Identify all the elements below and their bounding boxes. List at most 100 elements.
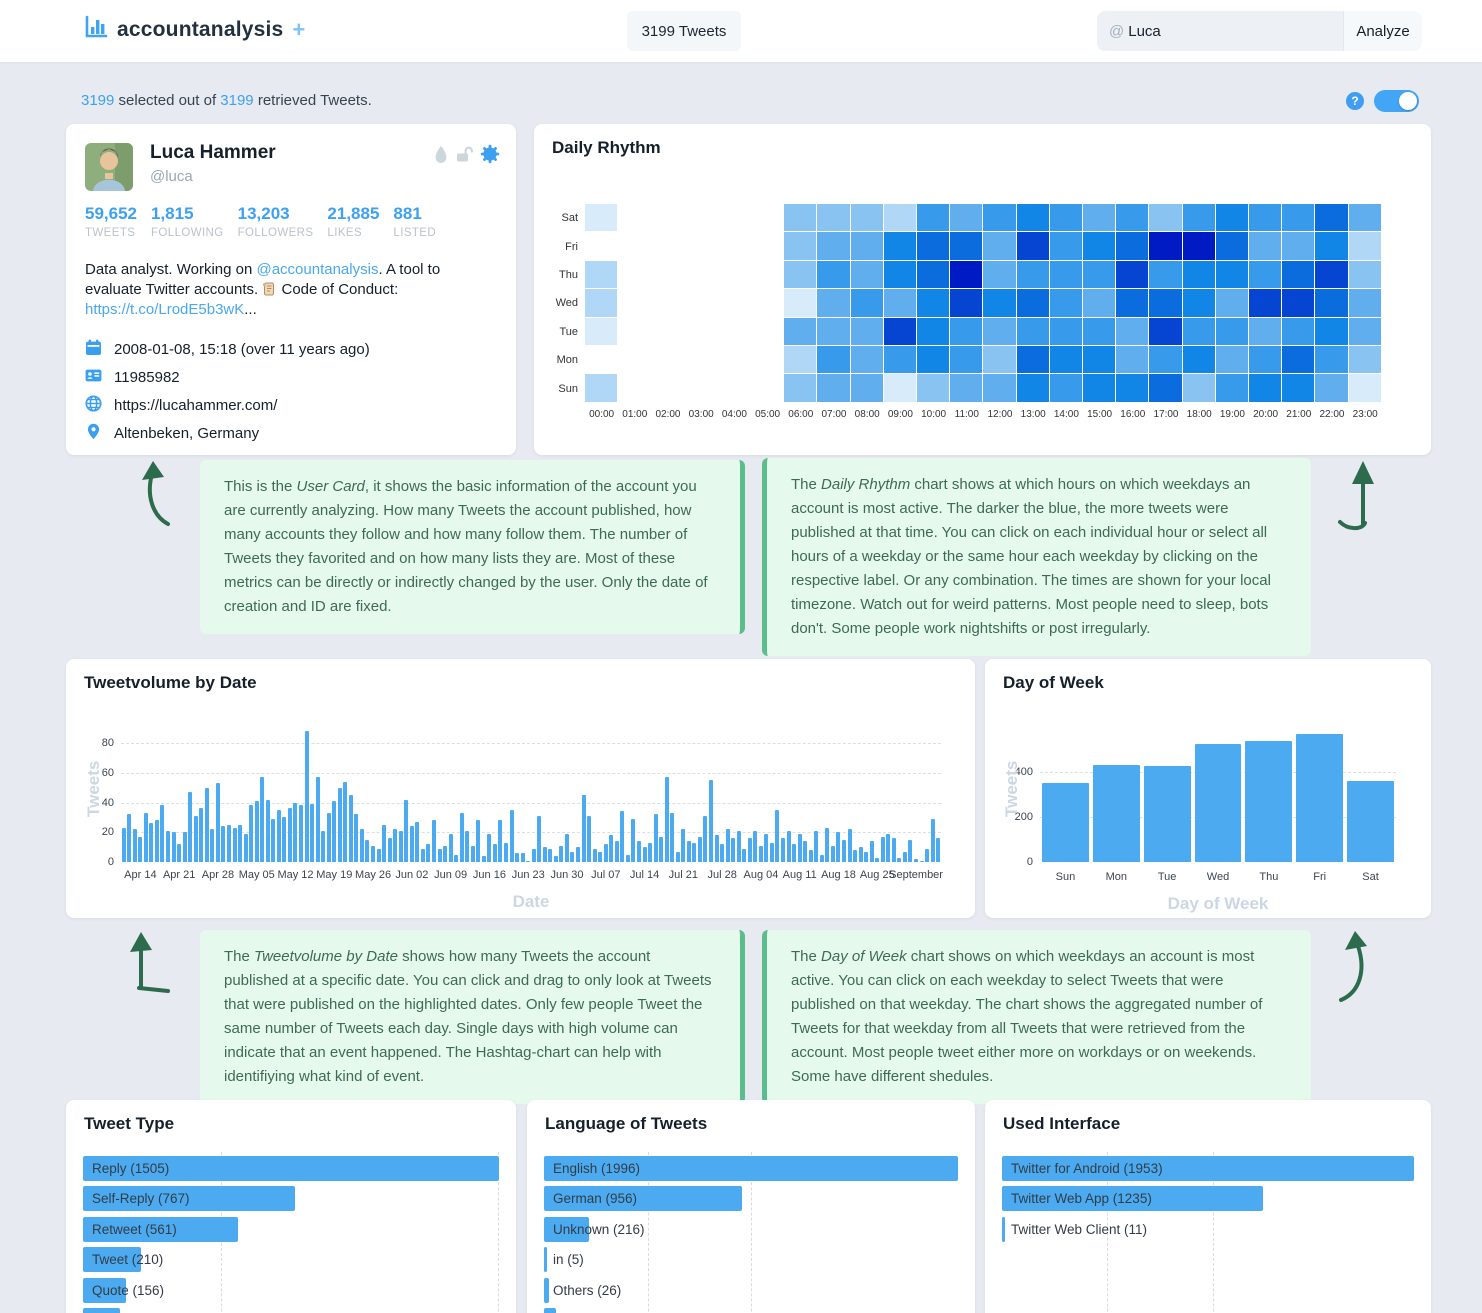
heatmap-hour-label[interactable]: 07:00 — [821, 408, 847, 420]
heatmap-cell[interactable] — [950, 204, 983, 232]
heatmap-cell[interactable] — [1083, 232, 1116, 260]
heatmap-hour-label[interactable]: 10:00 — [921, 408, 947, 420]
dow-bar[interactable] — [1194, 743, 1242, 862]
volume-xtick[interactable]: Apr 14 — [124, 869, 157, 881]
help-button[interactable]: ? — [1346, 92, 1364, 110]
heatmap-cell[interactable] — [883, 374, 916, 402]
heatmap-cell[interactable] — [850, 204, 883, 232]
heatmap-cell[interactable] — [1182, 374, 1215, 402]
heatmap-cell[interactable] — [1249, 289, 1282, 317]
heatmap-cell[interactable] — [1282, 204, 1315, 232]
heatmap-cell[interactable] — [917, 317, 950, 345]
dow-xtick[interactable]: Tue — [1157, 871, 1177, 883]
heatmap-cell[interactable] — [983, 204, 1016, 232]
hbar-bar[interactable] — [544, 1216, 589, 1242]
search-input[interactable] — [1126, 21, 1291, 41]
heatmap-cell[interactable] — [983, 346, 1016, 374]
heatmap-cell[interactable] — [1149, 289, 1182, 317]
heatmap-cell[interactable] — [917, 204, 950, 232]
heatmap-cell[interactable] — [1215, 289, 1248, 317]
dow-xtick[interactable]: Fri — [1313, 871, 1327, 883]
heatmap-cell[interactable] — [1016, 289, 1049, 317]
heatmap-cell[interactable] — [784, 232, 817, 260]
heatmap-hour-label[interactable]: 03:00 — [688, 408, 714, 420]
hbar-bar-partial[interactable] — [544, 1308, 556, 1313]
hbar-bar[interactable] — [1002, 1186, 1263, 1212]
heatmap-cell[interactable] — [850, 346, 883, 374]
heatmap-cell[interactable] — [983, 260, 1016, 289]
heatmap-hour-label[interactable]: 01:00 — [622, 408, 648, 420]
heatmap-cell[interactable] — [883, 204, 916, 232]
hbar-bar[interactable] — [83, 1277, 127, 1303]
heatmap-cell[interactable] — [1182, 289, 1215, 317]
heatmap-cell[interactable] — [1182, 260, 1215, 289]
heatmap-cell[interactable] — [1282, 346, 1315, 374]
heatmap-cell[interactable] — [1249, 260, 1282, 289]
dow-bar[interactable] — [1296, 733, 1344, 862]
dow-bar[interactable] — [1042, 783, 1089, 862]
hbar-bar-partial[interactable] — [83, 1308, 120, 1313]
heatmap-cell[interactable] — [983, 317, 1016, 345]
logo[interactable]: accountanalysis + — [84, 15, 305, 44]
heatmap-cell[interactable] — [1315, 232, 1348, 260]
hbar-bar[interactable] — [83, 1186, 295, 1212]
heatmap-cell[interactable] — [585, 317, 618, 345]
heatmap-cell[interactable] — [917, 289, 950, 317]
heatmap-cell[interactable] — [983, 289, 1016, 317]
heatmap-cell[interactable] — [1116, 260, 1149, 289]
heatmap-cell[interactable] — [1049, 317, 1082, 345]
hbar-bar[interactable] — [544, 1186, 743, 1212]
heatmap-cell[interactable] — [817, 317, 850, 345]
heatmap-hour-label[interactable]: 14:00 — [1053, 408, 1079, 420]
hbar-bar[interactable] — [1002, 1216, 1005, 1242]
heatmap-hour-label[interactable]: 21:00 — [1286, 408, 1312, 420]
heatmap-cell[interactable] — [1315, 289, 1348, 317]
heatmap-cell[interactable] — [1215, 317, 1248, 345]
heatmap-cell[interactable] — [1083, 346, 1116, 374]
heatmap-cell[interactable] — [1315, 374, 1348, 402]
volume-xtick[interactable]: May 05 — [238, 869, 275, 881]
heatmap-hour-label[interactable]: 16:00 — [1120, 408, 1146, 420]
heatmap-cell[interactable] — [1282, 374, 1315, 402]
heatmap-cell[interactable] — [784, 260, 817, 289]
heatmap-cell[interactable] — [784, 346, 817, 374]
bio-url-link[interactable]: https://t.co/LrodE5b3wK — [85, 301, 245, 318]
volume-xtick[interactable]: Apr 21 — [162, 869, 196, 881]
heatmap-cell[interactable] — [1049, 374, 1082, 402]
heatmap-cell[interactable] — [1049, 204, 1082, 232]
heatmap-cell[interactable] — [1215, 204, 1248, 232]
heatmap-cell[interactable] — [1348, 374, 1381, 402]
heatmap-cell[interactable] — [817, 346, 850, 374]
heatmap-cell[interactable] — [850, 232, 883, 260]
heatmap-cell[interactable] — [1149, 232, 1182, 260]
volume-xtick[interactable]: Jul 07 — [591, 869, 621, 881]
heatmap-cell[interactable] — [983, 374, 1016, 402]
heatmap-cell[interactable] — [883, 317, 916, 345]
search-box[interactable]: @ — [1097, 11, 1343, 51]
heatmap-cell[interactable] — [1083, 374, 1116, 402]
volume-xtick[interactable]: Aug 04 — [743, 869, 779, 881]
volume-xtick[interactable]: Jun 23 — [511, 869, 545, 881]
heatmap-cell[interactable] — [1083, 317, 1116, 345]
heatmap-weekday-label[interactable]: Wed — [555, 297, 578, 310]
heatmap-hour-label[interactable]: 17:00 — [1153, 408, 1179, 420]
heatmap-cell[interactable] — [1016, 374, 1049, 402]
heatmap-cell[interactable] — [850, 289, 883, 317]
heatmap-cell[interactable] — [1049, 289, 1082, 317]
heatmap-cell[interactable] — [784, 317, 817, 345]
heatmap-cell[interactable] — [883, 346, 916, 374]
heatmap-cell[interactable] — [1348, 289, 1381, 317]
dow-bar[interactable] — [1143, 766, 1191, 862]
heatmap-hour-label[interactable]: 22:00 — [1319, 408, 1345, 420]
heatmap-cell[interactable] — [1315, 260, 1348, 289]
volume-xtick[interactable]: May 26 — [355, 869, 392, 881]
volume-xtick[interactable]: Jul 21 — [668, 869, 699, 881]
volume-xtick[interactable]: Jun 09 — [434, 869, 468, 881]
hbar-bar[interactable] — [544, 1156, 958, 1181]
heatmap-cell[interactable] — [850, 317, 883, 345]
heatmap-cell[interactable] — [1215, 374, 1248, 402]
heatmap-hour-label[interactable]: 12:00 — [987, 408, 1013, 420]
heatmap-cell[interactable] — [1182, 204, 1215, 232]
heatmap-cell[interactable] — [1249, 317, 1282, 345]
heatmap-cell[interactable] — [817, 260, 850, 289]
